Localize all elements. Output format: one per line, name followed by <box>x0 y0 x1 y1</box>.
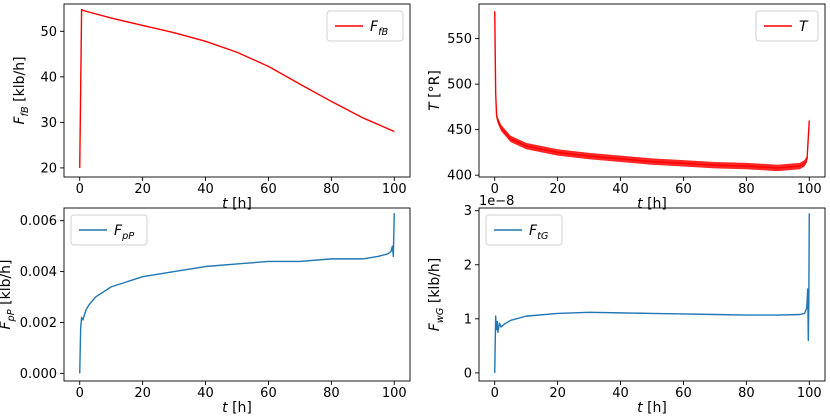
chart-ftg: 0 20 40 60 80 100 0 1 2 3 t [h] FwG [klb/h] 1e−8 FtG <box>427 194 826 416</box>
plot-frame-temp <box>478 3 826 178</box>
y-tick-label: 50 <box>40 25 57 40</box>
y-tick-label: 450 <box>447 123 472 138</box>
plot-frame-fpp <box>63 207 411 382</box>
legend-ffb: FfB <box>326 10 404 42</box>
y-tick-label: 500 <box>447 78 472 93</box>
x-tick-label: 60 <box>260 386 277 401</box>
x-tick-label: 0 <box>76 386 84 401</box>
legend-box <box>70 214 148 246</box>
axis-offset-text: 1e−8 <box>479 194 514 209</box>
legend-label: FtG <box>529 223 549 242</box>
legend-temp: T <box>755 10 819 42</box>
chart-ffb: 0 20 40 60 80 100 20 30 40 50 t [h] FfB [klb/h] FfB <box>12 3 411 212</box>
x-tick-label: 0 <box>491 386 499 401</box>
y-tick-label: 3 <box>464 204 472 219</box>
y-tick-label: 2 <box>464 258 472 273</box>
x-tick-label: 20 <box>549 182 566 197</box>
x-tick-label: 60 <box>675 386 692 401</box>
chart-temp: 0 20 40 60 80 100 400 450 500 550 t [h] T [°R] T <box>427 3 826 212</box>
x-tick-label: 100 <box>797 182 822 197</box>
legend-label: FfB <box>370 19 389 38</box>
plot-frame-ftg <box>478 207 826 382</box>
series-line-temp <box>494 11 810 169</box>
x-tick-label: 20 <box>549 386 566 401</box>
x-tick-label: 60 <box>675 182 692 197</box>
y-tick-label: 0.002 <box>20 316 57 331</box>
series-line-ftg <box>494 213 810 373</box>
x-tick-label: 20 <box>134 386 151 401</box>
x-tick-label: 60 <box>260 182 277 197</box>
legend-box <box>485 214 563 246</box>
x-tick-label: 80 <box>323 182 340 197</box>
x-tick-label: 40 <box>197 182 214 197</box>
x-tick-label: 80 <box>738 182 755 197</box>
x-tick-label: 40 <box>612 386 629 401</box>
y-tick-label: 30 <box>40 116 57 131</box>
legend-box <box>326 10 404 42</box>
x-axis-label: t [h] <box>637 196 667 212</box>
y-tick-label: 0.000 <box>20 367 57 382</box>
x-tick-label: 20 <box>134 182 151 197</box>
y-tick-label: 0.006 <box>20 214 57 229</box>
y-tick-label: 40 <box>40 70 57 85</box>
y-tick-label: 0.004 <box>20 265 57 280</box>
legend-fpp: FpP <box>70 214 148 246</box>
x-axis-label: t [h] <box>222 400 252 414</box>
x-tick-label: 80 <box>738 386 755 401</box>
x-tick-label: 0 <box>491 182 499 197</box>
y-axis-label: FwG [klb/h] <box>427 258 446 332</box>
series-line-ffb <box>79 8 395 168</box>
x-axis-label: t [h] <box>637 400 667 414</box>
legend-label: FpP <box>114 223 134 242</box>
y-axis-label: T [°R] <box>427 70 443 111</box>
y-tick-label: 1 <box>464 312 472 327</box>
x-tick-label: 80 <box>323 386 340 401</box>
x-tick-label: 40 <box>197 386 214 401</box>
chart-fpp: 0 20 40 60 80 100 0.000 0.002 0.004 0.006 t [h] FpP… <box>0 207 411 416</box>
x-axis-label: t [h] <box>222 196 252 212</box>
legend-ftg: FtG <box>485 214 563 246</box>
x-tick-label: 40 <box>612 182 629 197</box>
y-tick-label: 0 <box>464 366 472 381</box>
y-axis-label: FpP [klb/h] <box>0 259 17 329</box>
x-tick-label: 100 <box>382 386 407 401</box>
y-axis-label: FfB [klb/h] <box>12 56 31 124</box>
y-tick-label: 400 <box>447 169 472 184</box>
legend-label: T <box>799 19 809 35</box>
x-tick-label: 100 <box>797 386 822 401</box>
series-line-fpp <box>79 213 395 374</box>
x-tick-label: 0 <box>76 182 84 197</box>
x-tick-label: 100 <box>382 182 407 197</box>
plot-frame-ffb <box>63 3 411 178</box>
y-tick-label: 20 <box>40 161 57 176</box>
y-tick-label: 550 <box>447 32 472 47</box>
